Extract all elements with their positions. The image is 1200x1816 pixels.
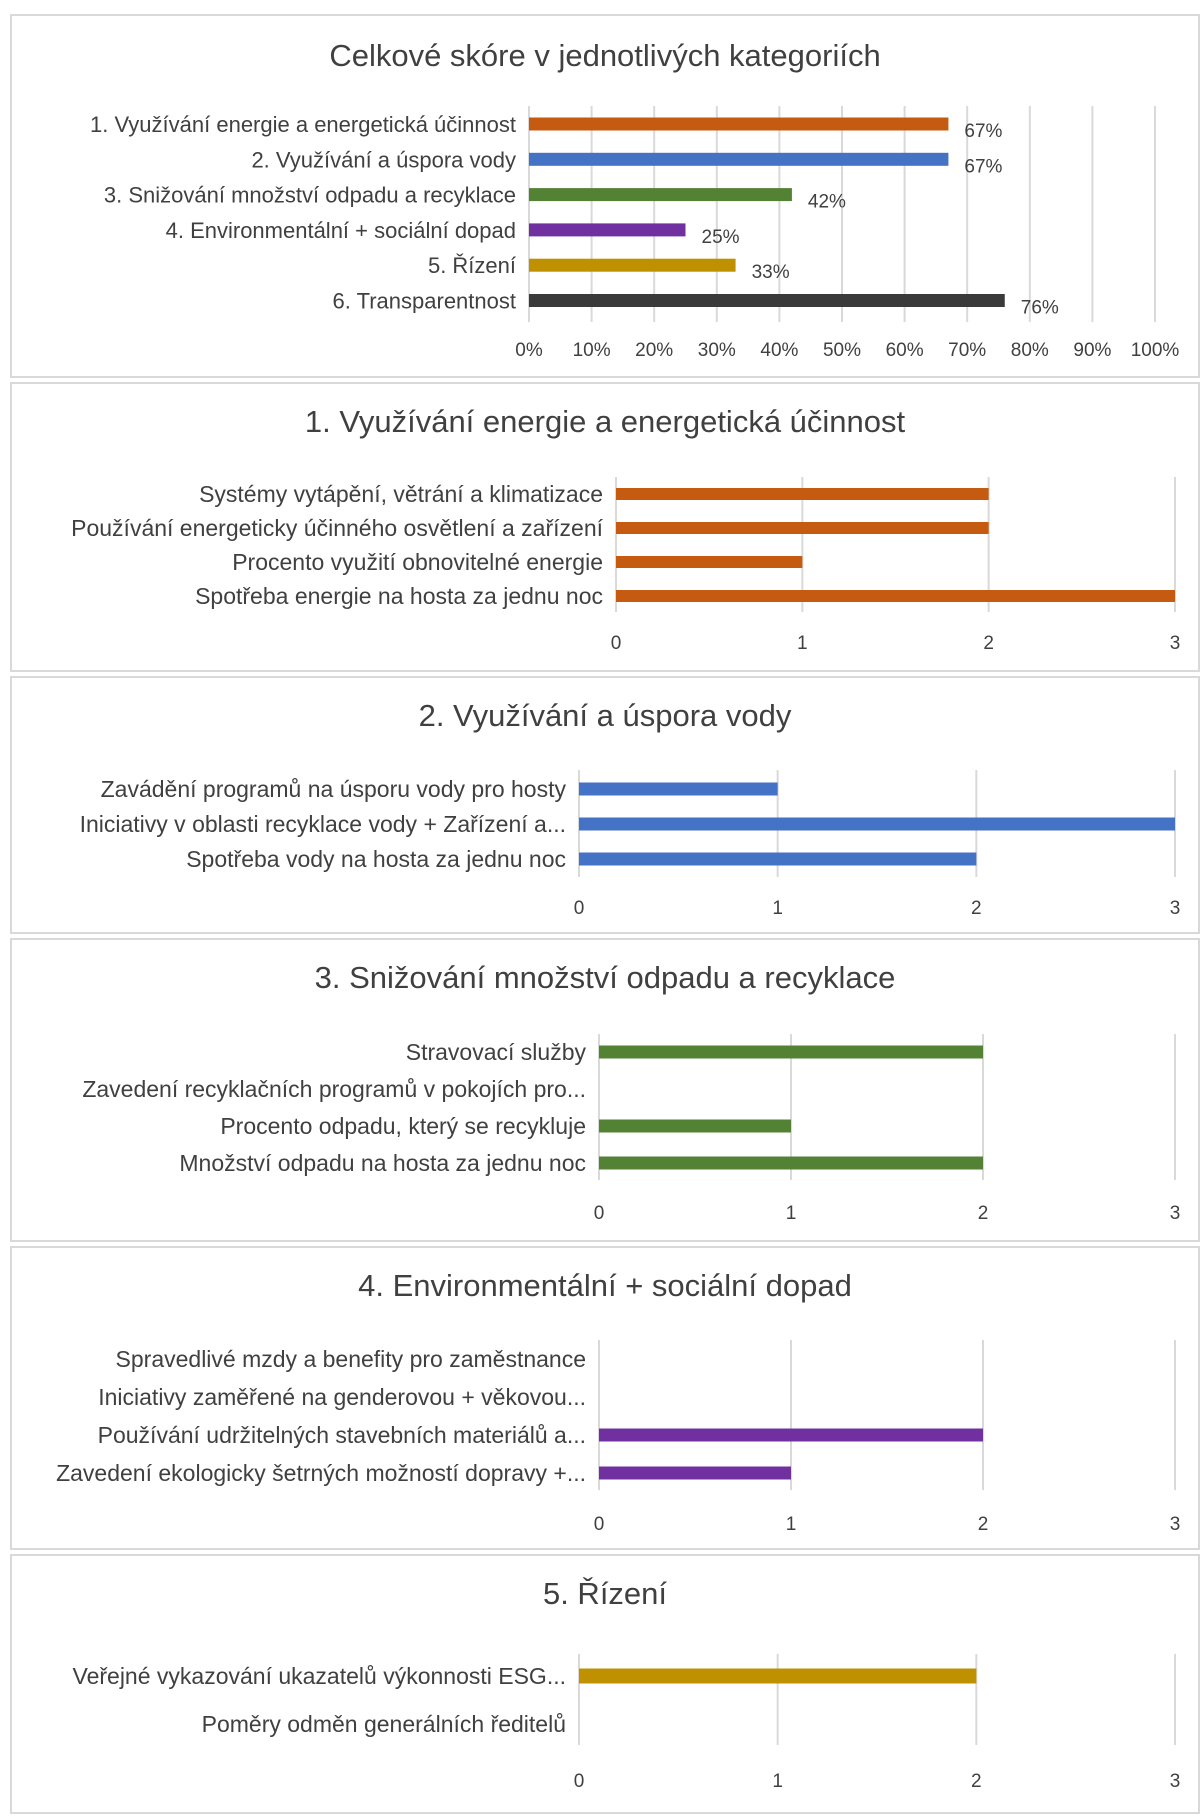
y-category-label: 4. Environmentální + sociální dopad: [166, 218, 516, 243]
chart-title: 3. Snižování množství odpadu a recyklace: [314, 960, 896, 995]
chart-plot-overall: 0% 10% 20% 30% 40% 50% 60% 70% 80% 90% 100% 1. Využ…: [90, 106, 1180, 361]
y-category-label: Zavedení recyklačních programů v pokojíc…: [82, 1076, 586, 1102]
data-label: 33%: [752, 262, 790, 283]
y-category-label: Používání energeticky účinného osvětlení…: [71, 515, 603, 541]
bar: [579, 1668, 977, 1684]
x-tick-label: 2: [971, 898, 982, 919]
bar: [599, 1045, 983, 1059]
x-tick-label: 70%: [948, 340, 986, 361]
y-category-label: Iniciativy zaměřené na genderovou + věko…: [98, 1384, 586, 1410]
x-tick-label: 30%: [698, 340, 736, 361]
chart-panel-waste: 3. Snižování množství odpadu a recyklace…: [10, 938, 1200, 1242]
x-tick-label: 1: [772, 898, 783, 919]
data-label: 67%: [964, 156, 1002, 177]
bar: [616, 522, 989, 534]
bar: [616, 590, 1175, 602]
bar: [616, 556, 803, 568]
bar: [616, 488, 989, 500]
chart-title: 5. Řízení: [542, 1576, 668, 1611]
chart-title: 4. Environmentální + sociální dopad: [358, 1268, 852, 1303]
y-category-label: Procento využití obnovitelné energie: [232, 549, 603, 575]
y-category-label: Používání udržitelných stavebních materi…: [98, 1422, 586, 1448]
chart-panel-overall: Celkové skóre v jednotlivých kategoriích…: [10, 14, 1200, 378]
x-tick-label: 3: [1170, 1514, 1181, 1535]
y-category-label: Množství odpadu na hosta za jednu noc: [179, 1150, 586, 1176]
bar: [579, 852, 977, 866]
x-tick-label: 50%: [823, 340, 861, 361]
y-category-label: 1. Využívání energie a energetická účinn…: [90, 112, 516, 137]
x-tick-label: 1: [786, 1514, 797, 1535]
x-tick-label: 2: [983, 633, 994, 654]
x-tick-label: 2: [978, 1514, 989, 1535]
chart-panel-energy: 1. Využívání energie a energetická účinn…: [10, 382, 1200, 672]
x-tick-label: 1: [772, 1771, 783, 1792]
x-tick-label: 100%: [1131, 340, 1180, 361]
data-label: 42%: [808, 192, 846, 213]
y-category-label: Spotřeba energie na hosta za jednu noc: [195, 583, 603, 609]
y-category-label: 2. Využívání a úspora vody: [251, 147, 516, 172]
bar: [599, 1156, 983, 1170]
chart-plot-energy: 0 1 2 3 Systémy vytápění, větrání a klimatiz…: [71, 477, 1181, 654]
x-tick-label: 0: [594, 1514, 605, 1535]
x-tick-label: 3: [1170, 633, 1181, 654]
x-tick-label: 40%: [760, 340, 798, 361]
x-tick-label: 3: [1170, 898, 1181, 919]
bar: [529, 223, 686, 237]
y-category-label: Spotřeba vody na hosta za jednu noc: [186, 846, 566, 872]
x-tick-label: 90%: [1073, 340, 1111, 361]
chart-title: 2. Využívání a úspora vody: [418, 698, 792, 733]
y-category-label: Systémy vytápění, větrání a klimatizace: [199, 481, 603, 507]
y-category-label: Veřejné vykazování ukazatelů výkonnosti …: [73, 1663, 567, 1689]
bar: [529, 152, 949, 166]
x-tick-label: 2: [971, 1771, 982, 1792]
y-category-label: Zavedení ekologicky šetrných možností do…: [56, 1460, 586, 1486]
x-tick-label: 0: [594, 1203, 605, 1224]
x-tick-label: 1: [797, 633, 808, 654]
y-category-label: Iniciativy v oblasti recyklace vody + Za…: [80, 811, 566, 837]
chart-plot-governance: 0 1 2 3 Veřejné vykazování ukazatelů výkonno…: [73, 1654, 1181, 1792]
x-tick-label: 0: [574, 898, 585, 919]
data-label: 25%: [702, 227, 740, 248]
chart-title: Celkové skóre v jednotlivých kategoriích: [329, 38, 881, 73]
chart-panel-governance: 5. Řízení 0 1 2 3 Veřejné vykazování ukazate…: [10, 1554, 1200, 1814]
bar: [579, 817, 1175, 831]
chart-title: 1. Využívání energie a energetická účinn…: [304, 404, 906, 439]
data-label: 67%: [964, 121, 1002, 142]
x-tick-label: 0: [574, 1771, 585, 1792]
bar: [529, 117, 949, 131]
bar: [529, 258, 736, 272]
x-tick-label: 80%: [1011, 340, 1049, 361]
chart-panel-water: 2. Využívání a úspora vody 0 1 2 3 Zavádění …: [10, 676, 1200, 934]
y-category-label: Spravedlivé mzdy a benefity pro zaměstna…: [116, 1346, 586, 1372]
chart-panel-social: 4. Environmentální + sociální dopad 0 1 2 3…: [10, 1246, 1200, 1550]
x-tick-label: 3: [1170, 1771, 1181, 1792]
bar: [579, 782, 778, 796]
y-category-label: Poměry odměn generálních ředitelů: [202, 1711, 566, 1737]
bar: [529, 294, 1005, 307]
x-tick-label: 60%: [886, 340, 924, 361]
y-category-label: Stravovací služby: [406, 1039, 587, 1065]
x-tick-label: 1: [786, 1203, 797, 1224]
data-label: 76%: [1021, 298, 1059, 319]
bar: [599, 1119, 791, 1133]
x-tick-label: 0%: [515, 340, 543, 361]
chart-plot-social: 0 1 2 3 Spravedlivé mzdy a benefity pro zamě…: [56, 1340, 1181, 1535]
x-tick-label: 0: [611, 633, 622, 654]
x-tick-label: 2: [978, 1203, 989, 1224]
chart-plot-water: 0 1 2 3 Zavádění programů na úsporu vody pro…: [80, 770, 1181, 919]
y-category-label: 5. Řízení: [428, 253, 516, 278]
y-category-label: Procento odpadu, který se recykluje: [220, 1113, 586, 1139]
bar: [599, 1428, 983, 1442]
chart-plot-waste: 0 1 2 3 Stravovací služby Zavedení recyklační…: [82, 1034, 1181, 1224]
bar: [599, 1466, 791, 1480]
y-category-label: Zavádění programů na úsporu vody pro hos…: [101, 776, 567, 802]
x-tick-label: 10%: [573, 340, 611, 361]
x-tick-label: 20%: [635, 340, 673, 361]
y-category-label: 6. Transparentnost: [333, 289, 516, 314]
y-category-label: 3. Snižování množství odpadu a recyklace: [104, 183, 516, 208]
x-tick-label: 3: [1170, 1203, 1181, 1224]
bar: [529, 188, 792, 202]
